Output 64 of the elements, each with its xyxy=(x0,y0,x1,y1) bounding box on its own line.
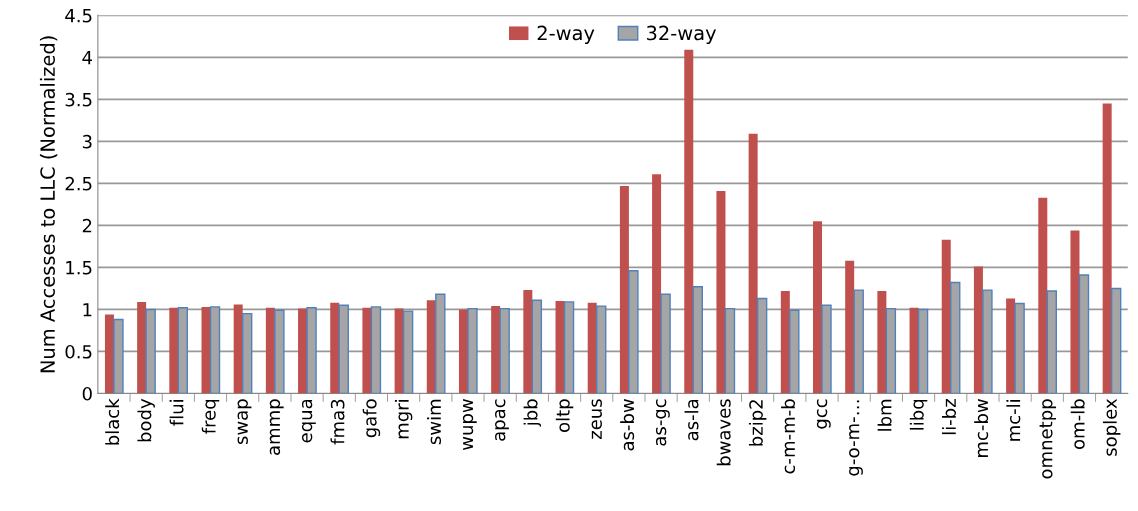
legend-label: 32-way xyxy=(647,25,717,45)
y-tick-label: 2.5 xyxy=(65,176,92,191)
x-tick-label: jbb xyxy=(523,399,542,427)
bar xyxy=(619,185,629,394)
x-tick-label: wupw xyxy=(462,399,477,451)
bar xyxy=(813,221,823,394)
bar xyxy=(1102,103,1112,394)
x-tick-label: g-o-m-… xyxy=(849,400,863,476)
x-tick-label: om-lb xyxy=(1070,399,1085,449)
x-tick-label: omnetpp xyxy=(1039,399,1057,479)
x-tick-label: freq xyxy=(201,399,220,434)
y-tick-label: 2 xyxy=(82,218,92,233)
x-tick-label: mgri xyxy=(394,400,413,439)
y-tick-label: 1 xyxy=(83,303,92,317)
bar xyxy=(877,290,887,394)
y-tick-label: 3 xyxy=(82,134,92,149)
bar xyxy=(941,239,951,394)
x-tick-label: gcc xyxy=(816,399,831,429)
x-tick-label: body xyxy=(137,398,155,442)
x-tick-label: swap xyxy=(237,399,252,445)
x-tick-label: ammp xyxy=(269,399,284,455)
x-tick-label: oltp xyxy=(555,399,574,432)
x-tick-label: c-m-m-b xyxy=(781,399,796,474)
bar xyxy=(684,49,694,394)
x-tick-label: black xyxy=(105,398,120,445)
x-tick-label: lbm xyxy=(877,399,892,431)
bar xyxy=(169,307,179,394)
x-tick-label: mc-bw xyxy=(974,399,989,457)
x-tick-label: apac xyxy=(495,399,509,441)
x-tick-label: li-bz xyxy=(942,399,956,435)
y-axis-title: Num Accesses to LLC (Normalized) xyxy=(39,36,58,373)
bar xyxy=(748,133,758,394)
x-tick-label: bwaves xyxy=(716,399,731,466)
bar xyxy=(523,290,533,394)
x-tick-label: swim xyxy=(427,399,442,445)
x-tick-label: libq xyxy=(909,399,928,430)
y-tick-label: 3.5 xyxy=(65,92,92,107)
y-tick-label: 4 xyxy=(82,51,92,65)
bar xyxy=(1070,230,1080,394)
y-tick-label: 4.5 xyxy=(65,9,92,23)
bar xyxy=(780,290,790,394)
x-tick-label: soplex xyxy=(1102,398,1121,456)
x-tick-label: as-la xyxy=(684,399,699,441)
bar xyxy=(652,174,662,394)
x-tick-label: as-bw xyxy=(620,399,635,451)
x-tick-label: bzip2 xyxy=(748,400,767,446)
x-tick-label: equa xyxy=(301,399,316,443)
x-tick-label: gafo xyxy=(362,399,381,438)
x-tick-label: zeus xyxy=(591,399,602,439)
bar xyxy=(1038,197,1048,394)
legend-label: 2-way xyxy=(537,25,595,45)
y-tick-label: 0 xyxy=(82,386,92,401)
x-tick-label: mc-li xyxy=(1006,400,1021,441)
bar xyxy=(233,304,243,394)
x-tick-label: as-gc xyxy=(655,399,670,446)
bar xyxy=(845,260,855,394)
bar xyxy=(362,307,372,394)
x-tick-label: flui xyxy=(169,400,184,426)
y-tick-label: 1.5 xyxy=(66,261,92,275)
bar xyxy=(330,302,340,394)
y-tick-label: 0.5 xyxy=(65,344,92,359)
bar xyxy=(716,190,726,394)
x-tick-label: fma3 xyxy=(330,399,345,445)
bar xyxy=(973,266,983,394)
